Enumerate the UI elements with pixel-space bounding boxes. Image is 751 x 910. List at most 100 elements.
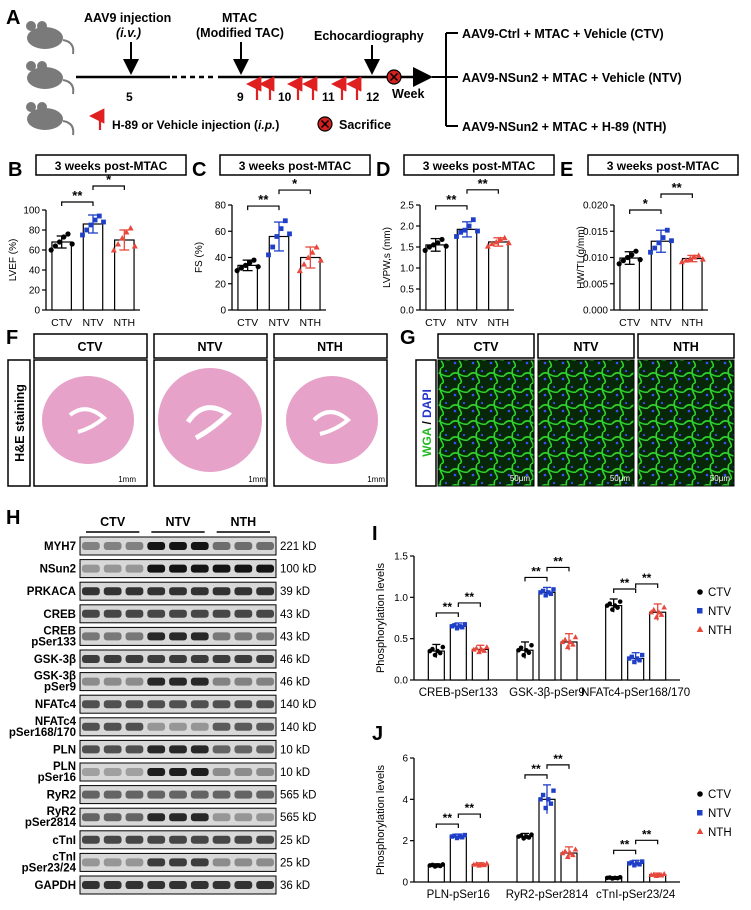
panel-label-c: C — [192, 159, 206, 181]
data-point — [462, 227, 468, 233]
y-axis-label: LVEF (%) — [8, 239, 19, 282]
chart-j: J 0 2 4 6 Phosphorylation levels ** ** PLN-pSer1… — [372, 723, 732, 901]
blot-band — [169, 813, 187, 822]
blot-row: cTnI 25 kD — [52, 830, 310, 850]
sig-bracket — [635, 839, 659, 845]
blot-band — [190, 677, 209, 686]
blot-band — [147, 564, 166, 573]
data-point — [567, 639, 574, 645]
y-tick-label: 6 — [402, 754, 408, 765]
blot-band — [147, 722, 166, 731]
sig-label: ** — [465, 801, 475, 815]
sig-bracket — [92, 185, 125, 190]
scale-bar-label: 1mm — [367, 475, 385, 484]
wga-dapi-label: WGA / DAPI — [420, 389, 434, 457]
blot-band — [147, 790, 166, 799]
y-tick-label: 0.5 — [394, 634, 408, 645]
data-point — [110, 247, 117, 253]
y-tick-label: 1.5 — [394, 552, 408, 563]
data-point — [661, 870, 667, 876]
data-point — [301, 261, 308, 267]
data-point — [637, 257, 643, 263]
blot-band — [169, 722, 187, 731]
blot-band — [212, 881, 231, 889]
blot-band — [147, 677, 166, 686]
blot-band — [82, 677, 100, 686]
x-tick-label: NTV — [651, 317, 672, 329]
blot-band — [256, 700, 274, 709]
data-point — [518, 645, 524, 651]
panel-g: G WGA / DAPI CTV 50μm NTV 50μm NTH 50μm — [400, 327, 735, 487]
x-tick-label: cTnI-pSer23/24 — [596, 889, 676, 901]
x-tick-label: NFATc4-pSer168/170 — [581, 687, 690, 699]
data-point — [564, 853, 571, 859]
blot-band — [234, 858, 253, 867]
data-point — [52, 243, 58, 249]
data-point — [656, 609, 662, 615]
data-point — [457, 834, 462, 839]
blot-band — [169, 700, 187, 709]
data-point — [287, 231, 292, 237]
blot-band — [256, 790, 274, 799]
legend: CTV NTV NTH — [696, 789, 732, 839]
data-point — [313, 244, 320, 250]
data-point — [617, 874, 623, 880]
data-point — [484, 644, 490, 650]
bar-nth — [649, 611, 667, 681]
y-tick-label: 4 — [402, 795, 408, 806]
x-tick-label: CTV — [51, 317, 72, 329]
blot-band — [234, 881, 253, 889]
blot-band — [212, 677, 231, 686]
sacrifice-icon — [386, 69, 402, 85]
blot-band — [82, 768, 100, 776]
data-point — [567, 850, 574, 856]
sig-label: ** — [446, 192, 457, 207]
blot-band — [103, 542, 122, 550]
y-tick-label: 100 — [23, 206, 40, 217]
data-point — [570, 641, 576, 647]
blot-band — [190, 700, 209, 709]
x-tick-label: NTV — [83, 317, 104, 329]
data-point — [564, 644, 571, 650]
blot-band — [169, 768, 187, 776]
y-tick-label: 2.5 — [400, 201, 414, 212]
chart-title: 3 weeks post-MTAC — [607, 159, 720, 173]
blot-band — [147, 813, 166, 822]
data-point — [426, 244, 432, 250]
data-point — [422, 247, 428, 253]
blot-kd-label: 25 kD — [280, 857, 310, 869]
mouse-icon — [26, 102, 75, 136]
data-point — [639, 652, 645, 658]
blot-protein-sublabel: pSer133 — [31, 636, 76, 648]
wga-group-label-ctv: CTV — [474, 340, 500, 354]
data-point — [562, 636, 568, 642]
sig-bracket — [435, 612, 459, 617]
y-tick-label: 0.0 — [394, 676, 408, 687]
data-point — [633, 248, 639, 254]
blot-band — [125, 542, 144, 550]
data-point — [501, 234, 508, 241]
blot-band — [212, 542, 231, 550]
blot-protein-label: PRKACA — [27, 586, 76, 598]
data-point — [454, 234, 459, 239]
blot-band — [103, 677, 122, 686]
blot-band — [103, 564, 122, 573]
data-point — [242, 262, 249, 268]
blot-band — [169, 881, 187, 889]
panel-label-h: H — [6, 507, 20, 529]
data-point — [127, 225, 134, 231]
data-point — [234, 268, 240, 274]
data-point — [632, 863, 637, 868]
blot-band — [169, 655, 187, 663]
data-point — [449, 624, 455, 629]
sig-bracket — [466, 189, 499, 194]
chart-c: C 3 weeks post-MTAC 0 20 40 60 80 FS (%) CTV NTV N… — [192, 154, 371, 329]
blot-protein-label: CREB — [43, 625, 76, 637]
blot-band — [82, 790, 100, 799]
blot-protein-label: PLN — [53, 744, 76, 756]
data-point — [610, 607, 615, 612]
blot-band — [234, 655, 253, 663]
data-point — [660, 235, 666, 240]
